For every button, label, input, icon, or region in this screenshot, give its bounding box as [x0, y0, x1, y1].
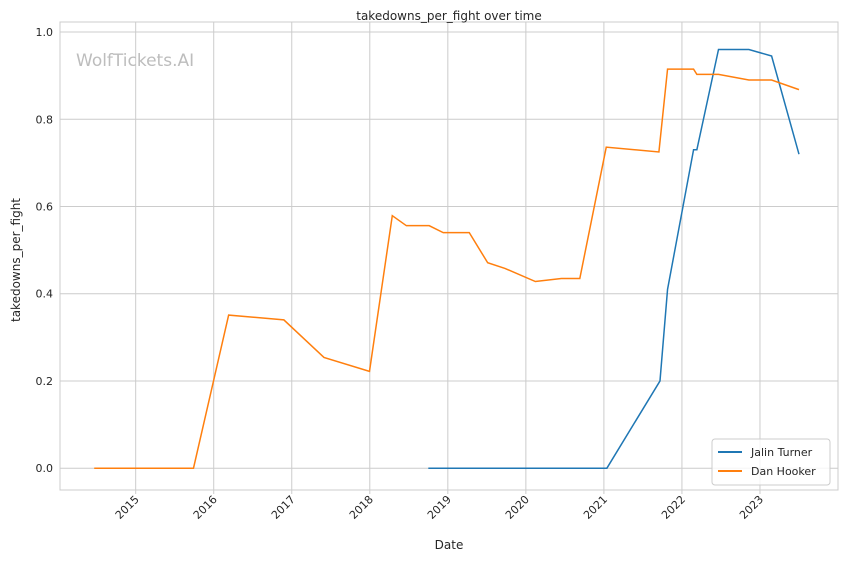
y-tick-label: 0.6 [36, 200, 54, 213]
x-tick-label: 2021 [581, 493, 610, 522]
y-tick-label: 0.8 [36, 113, 54, 126]
x-tick-label: 2015 [113, 493, 142, 522]
series-line-dan-hooker [94, 68, 800, 469]
legend-label-jalin-turner: Jalin Turner [750, 446, 813, 459]
watermark: WolfTickets.AI [76, 51, 194, 71]
x-tick-label: 2020 [503, 493, 532, 522]
legend: Jalin Turner Dan Hooker [711, 438, 831, 486]
y-tick-label: 0.0 [36, 462, 54, 475]
y-tick-label: 0.2 [36, 375, 54, 388]
series-line-jalin-turner [428, 48, 800, 469]
legend-label-dan-hooker: Dan Hooker [751, 465, 816, 478]
x-tick-label: 2019 [425, 493, 454, 522]
x-tick-label: 2022 [659, 493, 688, 522]
x-tick-label: 2018 [347, 493, 376, 522]
x-axis-label: Date [435, 538, 464, 552]
plot-frame [59, 21, 839, 491]
chart-title: takedowns_per_fight over time [356, 9, 542, 23]
y-tick-label: 1.0 [36, 26, 54, 39]
x-tick-label: 2016 [191, 493, 220, 522]
x-tick-label: 2023 [737, 493, 766, 522]
y-tick-label: 0.4 [36, 288, 54, 301]
y-axis-label: takedowns_per_fight [9, 198, 23, 322]
x-tick-label: 2017 [269, 493, 298, 522]
